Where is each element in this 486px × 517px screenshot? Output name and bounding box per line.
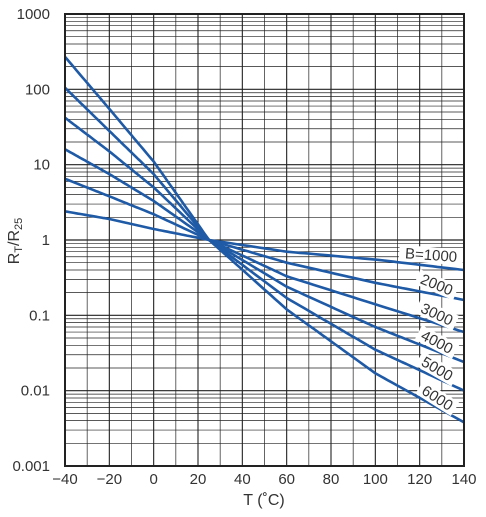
series-label-bg	[414, 298, 460, 331]
series-label-group-b3000: 3000	[414, 298, 460, 331]
x-tick-label: 140	[451, 471, 476, 488]
y-tick-label: 1	[42, 232, 50, 249]
x-tick-label: 20	[190, 471, 207, 488]
x-tick-label: −20	[97, 471, 122, 488]
series-label-bg	[415, 379, 460, 417]
series-label-b1000: B=1000	[404, 245, 457, 266]
series-line-b6000	[64, 55, 465, 424]
x-tick-label: −40	[52, 471, 77, 488]
x-tick-label: 0	[149, 471, 157, 488]
x-tick-label: 60	[278, 471, 295, 488]
y-tick-labels: 0.001 0.01 0.1 1 10 100 1000	[12, 6, 50, 475]
series-label-bg	[415, 351, 460, 387]
x-tick-label: 40	[234, 471, 251, 488]
series-label-group-b2000: 2000	[414, 269, 460, 301]
x-tick-label: 120	[407, 471, 432, 488]
y-axis-title-sub-t: T	[13, 246, 25, 253]
y-tick-label: 10	[33, 157, 50, 174]
series-label-bg	[414, 325, 460, 359]
y-tick-label: 1000	[17, 6, 50, 23]
y-tick-label: 0.1	[29, 307, 50, 324]
plot-frame	[64, 13, 465, 467]
x-tick-label: 100	[363, 471, 388, 488]
x-axis-title: T (˚C)	[243, 492, 284, 509]
y-tick-label: 0.01	[21, 383, 50, 400]
grid	[64, 14, 465, 467]
x-tick-label: 80	[323, 471, 340, 488]
series-lines	[64, 55, 465, 424]
y-axis-title-r: R	[6, 253, 23, 265]
series-label-bg	[398, 244, 464, 266]
y-tick-label: 0.001	[12, 458, 50, 475]
series-label-bg	[414, 269, 460, 301]
y-tick-label: 100	[25, 81, 50, 98]
y-axis-title-sub-25: 25	[13, 218, 25, 230]
y-axis-title-slash-r: /R	[6, 230, 23, 246]
series-label-group-b1000: B=1000	[398, 244, 464, 266]
y-axis-title: RT/R25	[6, 218, 25, 265]
series-label-b3000: 3000	[418, 300, 455, 330]
x-tick-labels: −40 −20 0 20 40 60 80 100 120 140	[52, 471, 476, 488]
